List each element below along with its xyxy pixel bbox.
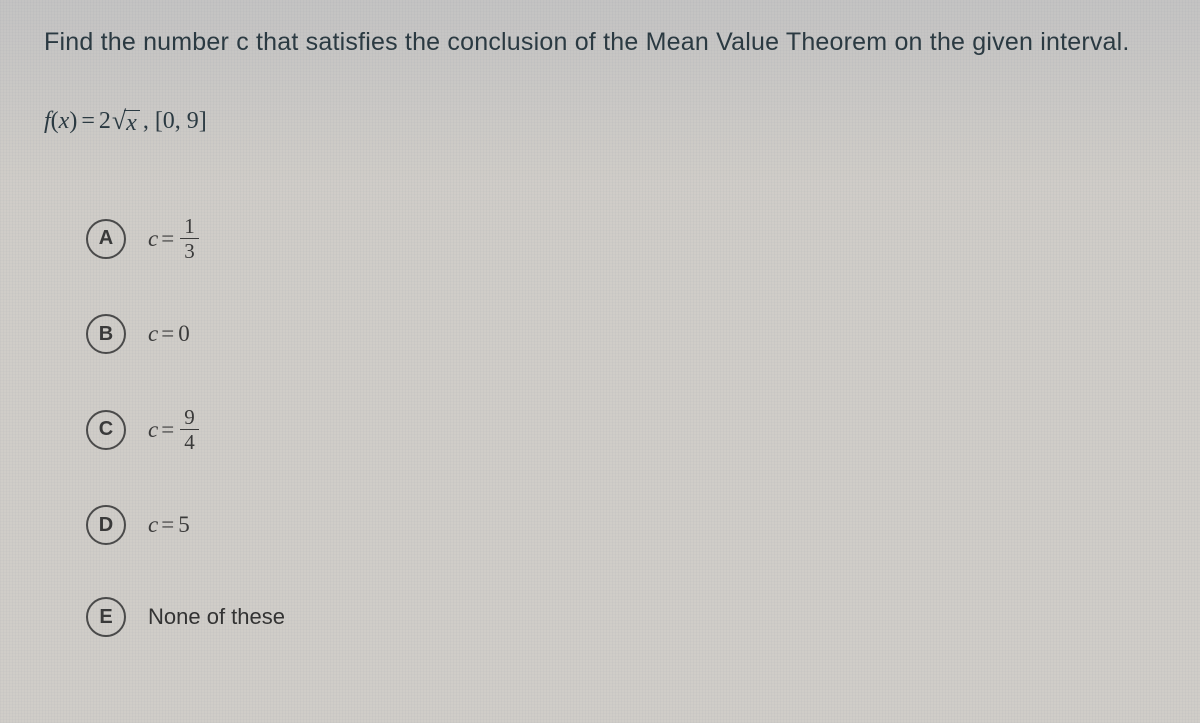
option-a-fraction: 1 3 <box>180 215 199 262</box>
option-letter-circle: D <box>86 505 126 545</box>
option-d-answer: c = 5 <box>148 512 190 538</box>
formula: f(x) = 2 √ x , [0, 9] <box>44 107 1156 135</box>
option-b-eq: = <box>161 321 174 347</box>
option-e-answer: None of these <box>148 604 285 630</box>
radicand: x <box>124 110 140 135</box>
formula-fn: f <box>44 108 51 135</box>
option-c-answer: c = 9 4 <box>148 406 199 453</box>
radical-sign: √ <box>112 108 126 134</box>
option-a-eq: = <box>161 226 174 252</box>
formula-coeff: 2 <box>99 108 111 135</box>
option-a-answer: c = 1 3 <box>148 215 199 262</box>
formula-comma: , <box>143 108 155 135</box>
option-letter-circle: A <box>86 219 126 259</box>
option-b[interactable]: B c = 0 <box>86 314 1156 354</box>
option-a-denominator: 3 <box>180 238 199 262</box>
option-b-var: c <box>148 321 158 347</box>
option-c-numerator: 9 <box>180 406 199 429</box>
option-e[interactable]: E None of these <box>86 597 1156 637</box>
option-c-var: c <box>148 417 158 443</box>
formula-equals: = <box>81 108 95 135</box>
option-c[interactable]: C c = 9 4 <box>86 406 1156 453</box>
option-c-denominator: 4 <box>180 429 199 453</box>
formula-close-paren: ) <box>69 108 77 135</box>
option-letter-circle: B <box>86 314 126 354</box>
formula-arg: x <box>59 108 70 135</box>
option-b-answer: c = 0 <box>148 321 190 347</box>
options-list: A c = 1 3 B c = 0 C c = 9 4 D <box>44 215 1156 637</box>
option-a[interactable]: A c = 1 3 <box>86 215 1156 262</box>
formula-sqrt: √ x <box>112 107 140 135</box>
option-d-eq: = <box>161 512 174 538</box>
option-letter-circle: C <box>86 410 126 450</box>
option-a-numerator: 1 <box>180 215 199 238</box>
option-c-eq: = <box>161 417 174 443</box>
option-letter-circle: E <box>86 597 126 637</box>
formula-open-paren: ( <box>51 108 59 135</box>
option-d[interactable]: D c = 5 <box>86 505 1156 545</box>
option-a-var: c <box>148 226 158 252</box>
option-d-value: 5 <box>178 512 190 538</box>
question-text: Find the number c that satisfies the con… <box>44 28 1156 57</box>
formula-interval: [0, 9] <box>155 108 207 135</box>
option-d-var: c <box>148 512 158 538</box>
option-b-value: 0 <box>178 321 190 347</box>
option-c-fraction: 9 4 <box>180 406 199 453</box>
